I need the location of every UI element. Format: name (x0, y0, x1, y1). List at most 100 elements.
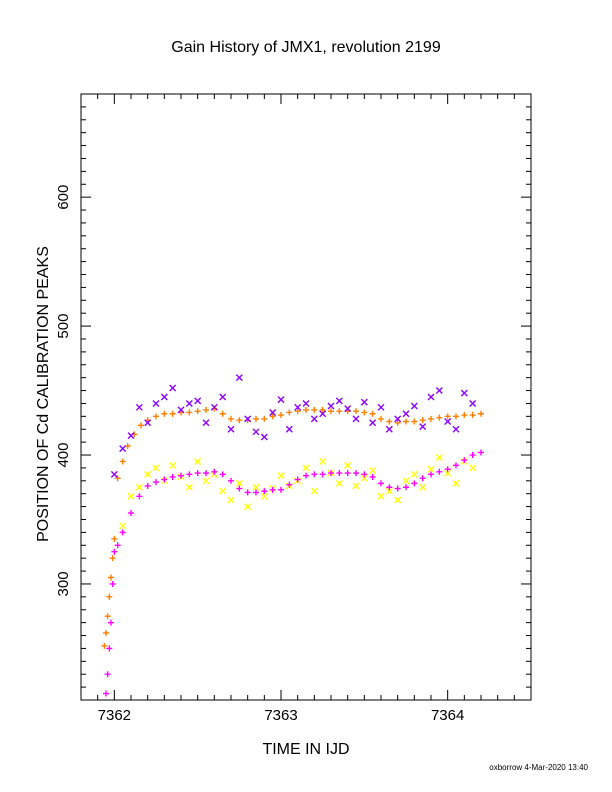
data-point (394, 415, 402, 423)
data-point (186, 471, 193, 478)
data-point (444, 418, 452, 425)
data-point (453, 413, 459, 420)
data-point (419, 483, 427, 491)
data-point (394, 485, 401, 492)
data-point (469, 464, 477, 472)
data-point (161, 410, 168, 417)
data-point (194, 470, 201, 477)
data-point (386, 484, 393, 491)
data-point (378, 480, 384, 487)
data-point (169, 461, 177, 469)
data-point (244, 503, 252, 511)
data-point (269, 486, 276, 493)
data-point (419, 475, 426, 482)
x-tick-label: 7364 (431, 707, 464, 724)
data-point (136, 493, 143, 500)
data-point (203, 406, 209, 413)
data-point (311, 406, 318, 413)
data-point (101, 642, 108, 649)
data-point (144, 470, 152, 478)
data-point (427, 465, 435, 473)
data-point (444, 413, 451, 420)
data-point (435, 454, 443, 462)
y-tick-label: 300 (55, 571, 72, 596)
data-point (352, 482, 360, 490)
data-point (435, 387, 443, 395)
data-point (109, 555, 116, 562)
data-point (219, 393, 227, 401)
data-point (108, 574, 114, 581)
data-point (294, 408, 301, 415)
y-tick-label: 400 (55, 443, 72, 468)
data-point (153, 413, 159, 420)
data-point (436, 414, 443, 421)
series-0 (101, 405, 484, 649)
series-1 (110, 374, 477, 478)
data-point (244, 415, 252, 423)
data-point (303, 406, 309, 413)
data-point (111, 535, 118, 542)
data-point (402, 410, 410, 418)
data-point (402, 477, 410, 485)
x-axis-label: TIME IN IJD (262, 741, 349, 758)
data-point (336, 470, 343, 477)
data-point (114, 475, 121, 482)
data-point (211, 468, 218, 475)
data-point (153, 479, 159, 486)
data-point (469, 399, 477, 407)
data-point (235, 374, 243, 382)
data-point (360, 474, 368, 482)
data-point (104, 671, 111, 678)
y-tick-label: 600 (55, 185, 72, 210)
data-point (109, 580, 116, 587)
data-point (319, 406, 326, 413)
data-point (461, 457, 468, 464)
data-point (236, 485, 243, 492)
data-point (377, 492, 385, 500)
plot-frame (80, 93, 532, 701)
data-point (135, 403, 143, 411)
data-point (127, 492, 135, 500)
data-point (303, 472, 309, 479)
data-point (361, 471, 368, 478)
data-point (460, 389, 468, 397)
data-point (114, 542, 121, 549)
data-point (361, 409, 368, 416)
data-point (106, 645, 113, 652)
data-point (202, 477, 210, 485)
data-point (403, 484, 409, 491)
data-point (310, 487, 318, 495)
data-point (169, 473, 176, 480)
data-point (410, 470, 418, 478)
data-point (269, 413, 276, 420)
data-point (394, 419, 401, 426)
x-tick-label: 7362 (98, 707, 131, 724)
data-point (269, 408, 277, 416)
data-point (352, 415, 360, 423)
data-point (302, 464, 310, 472)
data-point (103, 690, 109, 697)
data-point (244, 489, 251, 496)
data-point (319, 410, 327, 418)
data-point (261, 415, 268, 422)
data-point (277, 472, 285, 480)
data-point (353, 470, 359, 477)
data-point (253, 489, 259, 496)
data-point (277, 396, 285, 404)
data-point (110, 470, 118, 478)
data-point (169, 384, 177, 392)
data-point (344, 470, 351, 477)
data-point (328, 470, 334, 477)
y-tick-label: 500 (55, 314, 72, 339)
data-point (428, 415, 434, 422)
data-point (378, 415, 384, 422)
data-point (202, 419, 210, 427)
chart-title: Gain History of JMX1, revolution 2199 (171, 39, 441, 56)
data-point (169, 410, 176, 417)
data-point (177, 406, 185, 414)
data-point (410, 402, 418, 410)
data-point (419, 423, 427, 431)
data-point (104, 613, 111, 620)
data-point (369, 466, 377, 474)
data-point (478, 449, 484, 456)
